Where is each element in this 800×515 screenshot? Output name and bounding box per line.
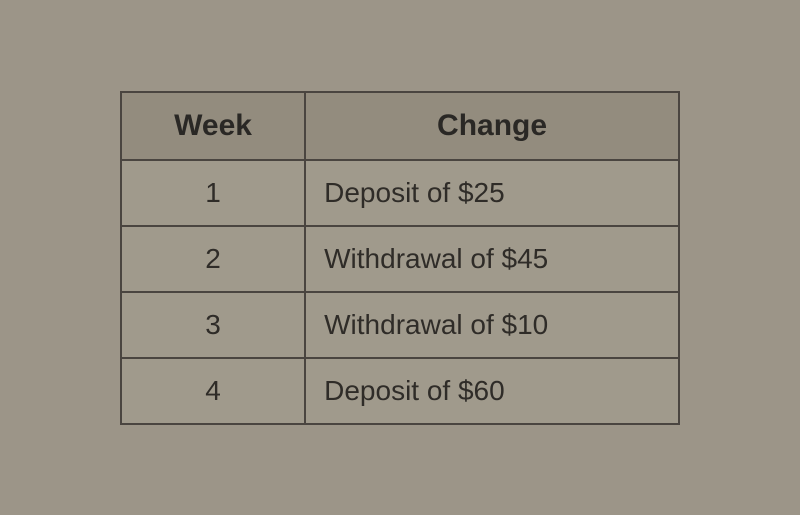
change-cell: Deposit of $60 (305, 358, 679, 424)
column-header-week: Week (121, 92, 305, 160)
change-cell: Withdrawal of $10 (305, 292, 679, 358)
column-header-change: Change (305, 92, 679, 160)
change-cell: Withdrawal of $45 (305, 226, 679, 292)
transactions-table: Week Change 1 Deposit of $25 2 Withdrawa… (120, 91, 680, 425)
week-cell: 2 (121, 226, 305, 292)
table-row: 2 Withdrawal of $45 (121, 226, 679, 292)
transactions-table-container: Week Change 1 Deposit of $25 2 Withdrawa… (120, 91, 680, 425)
week-cell: 3 (121, 292, 305, 358)
table-header-row: Week Change (121, 92, 679, 160)
table-row: 1 Deposit of $25 (121, 160, 679, 226)
table-row: 4 Deposit of $60 (121, 358, 679, 424)
week-cell: 4 (121, 358, 305, 424)
week-cell: 1 (121, 160, 305, 226)
change-cell: Deposit of $25 (305, 160, 679, 226)
table-row: 3 Withdrawal of $10 (121, 292, 679, 358)
